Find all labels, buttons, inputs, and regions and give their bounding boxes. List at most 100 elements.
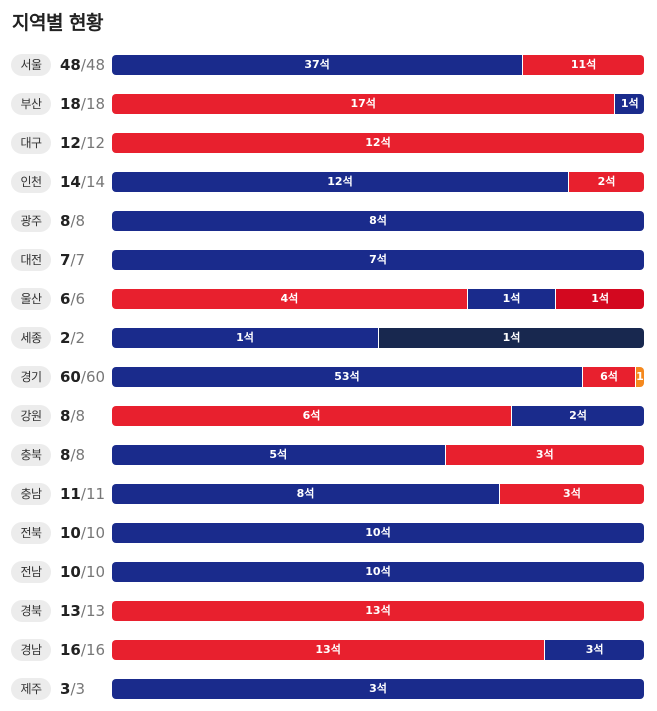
- region-label: 울산: [11, 288, 51, 310]
- bar-segment: 2석: [568, 172, 644, 192]
- seats-won: 12: [60, 134, 81, 152]
- seat-count: 18/18: [60, 94, 105, 114]
- seats-won: 60: [60, 368, 81, 386]
- bar-segment: 4석: [112, 289, 467, 309]
- region-row: 충북 8/8 5석 3석: [0, 444, 657, 466]
- seat-bar: 12석: [112, 133, 644, 153]
- seats-total: 2: [75, 329, 86, 347]
- bar-segment: 11석: [522, 55, 644, 75]
- seat-count: 14/14: [60, 172, 105, 192]
- seat-count: 8/8: [60, 406, 85, 426]
- region-row: 세종 2/2 1석 1석: [0, 327, 657, 349]
- seat-count: 16/16: [60, 640, 105, 660]
- seats-won: 7: [60, 251, 71, 269]
- seats-total: 11: [85, 485, 106, 503]
- region-label: 제주: [11, 678, 51, 700]
- seats-won: 3: [60, 680, 71, 698]
- bar-segment: 53석: [112, 367, 582, 387]
- count-separator: /: [70, 251, 76, 269]
- region-label: 세종: [11, 327, 51, 349]
- region-row: 전남 10/10 10석: [0, 561, 657, 583]
- count-separator: /: [70, 446, 76, 464]
- seat-bar: 37석 11석: [112, 55, 644, 75]
- bar-segment: 1석: [635, 367, 644, 387]
- bar-segment: 1석: [555, 289, 644, 309]
- seat-count: 60/60: [60, 367, 105, 387]
- seat-count: 2/2: [60, 328, 85, 348]
- seats-won: 16: [60, 641, 81, 659]
- seats-won: 8: [60, 407, 71, 425]
- count-separator: /: [70, 680, 76, 698]
- region-row: 제주 3/3 3석: [0, 678, 657, 700]
- seat-count: 8/8: [60, 211, 85, 231]
- region-row: 서울 48/48 37석 11석: [0, 54, 657, 76]
- bar-segment: 1석: [614, 94, 644, 114]
- seats-total: 16: [85, 641, 106, 659]
- seats-total: 3: [75, 680, 86, 698]
- seat-bar: 10석: [112, 523, 644, 543]
- bar-segment: 2석: [511, 406, 644, 426]
- seats-won: 2: [60, 329, 71, 347]
- region-row: 부산 18/18 17석 1석: [0, 93, 657, 115]
- bar-segment: 13석: [112, 640, 545, 660]
- seat-bar: 7석: [112, 250, 644, 270]
- bar-segment: 3석: [544, 640, 644, 660]
- seat-bar: 13석: [112, 601, 644, 621]
- region-label: 대구: [11, 132, 51, 154]
- seat-count: 7/7: [60, 250, 85, 270]
- seats-total: 60: [85, 368, 106, 386]
- count-separator: /: [70, 212, 76, 230]
- seats-total: 8: [75, 407, 86, 425]
- region-row: 강원 8/8 6석 2석: [0, 405, 657, 427]
- bar-segment: 10석: [112, 562, 644, 582]
- bar-segment: 12석: [112, 172, 568, 192]
- seats-won: 11: [60, 485, 81, 503]
- seat-bar: 8석: [112, 211, 644, 231]
- seat-bar: 13석 3석: [112, 640, 644, 660]
- seats-total: 6: [75, 290, 86, 308]
- count-separator: /: [80, 602, 86, 620]
- region-label: 경기: [11, 366, 51, 388]
- seat-bar: 17석 1석: [112, 94, 644, 114]
- bar-segment: 10석: [112, 523, 644, 543]
- region-row: 울산 6/6 4석 1석 1석: [0, 288, 657, 310]
- bar-segment: 3석: [112, 679, 644, 699]
- seat-count: 13/13: [60, 601, 105, 621]
- seat-bar: 10석: [112, 562, 644, 582]
- seats-total: 48: [85, 56, 106, 74]
- bar-segment: 3석: [444, 445, 644, 465]
- count-separator: /: [80, 641, 86, 659]
- count-separator: /: [80, 524, 86, 542]
- seats-won: 10: [60, 524, 81, 542]
- bar-segment: 6석: [112, 406, 511, 426]
- count-separator: /: [80, 134, 86, 152]
- seat-count: 11/11: [60, 484, 105, 504]
- seats-won: 48: [60, 56, 81, 74]
- seat-count: 10/10: [60, 523, 105, 543]
- region-row: 광주 8/8 8석: [0, 210, 657, 232]
- seat-count: 3/3: [60, 679, 85, 699]
- seats-won: 6: [60, 290, 71, 308]
- bar-segment: 8석: [112, 211, 644, 231]
- bar-segment: 13석: [112, 601, 644, 621]
- count-separator: /: [80, 485, 86, 503]
- seats-total: 10: [85, 524, 106, 542]
- region-label: 전북: [11, 522, 51, 544]
- seats-won: 14: [60, 173, 81, 191]
- bar-segment: 1석: [378, 328, 644, 348]
- region-row: 전북 10/10 10석: [0, 522, 657, 544]
- region-row: 경북 13/13 13석: [0, 600, 657, 622]
- seat-bar: 3석: [112, 679, 644, 699]
- seats-total: 10: [85, 563, 106, 581]
- region-row: 경기 60/60 53석6석1석: [0, 366, 657, 388]
- bar-segment: 17석: [112, 94, 615, 114]
- count-separator: /: [80, 95, 86, 113]
- seat-count: 10/10: [60, 562, 105, 582]
- seat-bar: 53석6석1석: [112, 367, 644, 387]
- count-separator: /: [80, 56, 86, 74]
- seats-won: 8: [60, 446, 71, 464]
- region-row: 경남 16/16 13석 3석: [0, 639, 657, 661]
- seats-total: 18: [85, 95, 106, 113]
- region-label: 광주: [11, 210, 51, 232]
